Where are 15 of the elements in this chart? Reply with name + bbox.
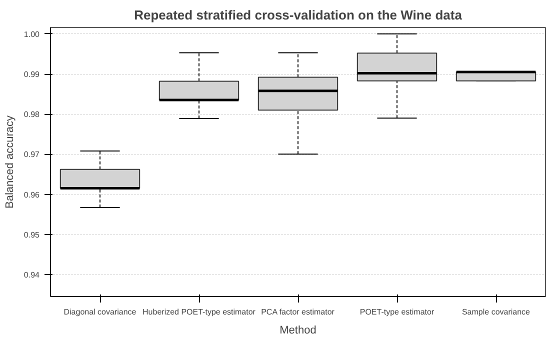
y-axis-title: Balanced accuracy	[4, 115, 16, 208]
x-axis-title: Method	[280, 324, 316, 336]
x-tick-label: Diagonal covariance	[64, 308, 137, 316]
x-tick-label: PCA factor estimator	[261, 308, 335, 316]
y-tick-label: 0.99	[24, 70, 40, 80]
x-tick-label: Huberized POET-type estimator	[142, 308, 256, 316]
y-tick-label: 0.96	[24, 190, 40, 200]
y-tick-label: 0.97	[24, 150, 40, 160]
y-tick-label: 1.00	[24, 30, 40, 39]
x-tick-label: POET-type estimator	[360, 308, 434, 316]
y-tick-label: 0.94	[24, 270, 40, 280]
y-tick-label: 0.98	[24, 110, 40, 120]
x-tick-label: Sample covariance	[462, 308, 531, 316]
y-tick-label: 0.95	[24, 230, 40, 240]
chart-title: Repeated stratified cross-validation on the Wine data	[134, 8, 463, 22]
